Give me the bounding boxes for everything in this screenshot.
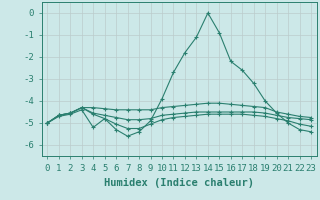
X-axis label: Humidex (Indice chaleur): Humidex (Indice chaleur) [104,178,254,188]
